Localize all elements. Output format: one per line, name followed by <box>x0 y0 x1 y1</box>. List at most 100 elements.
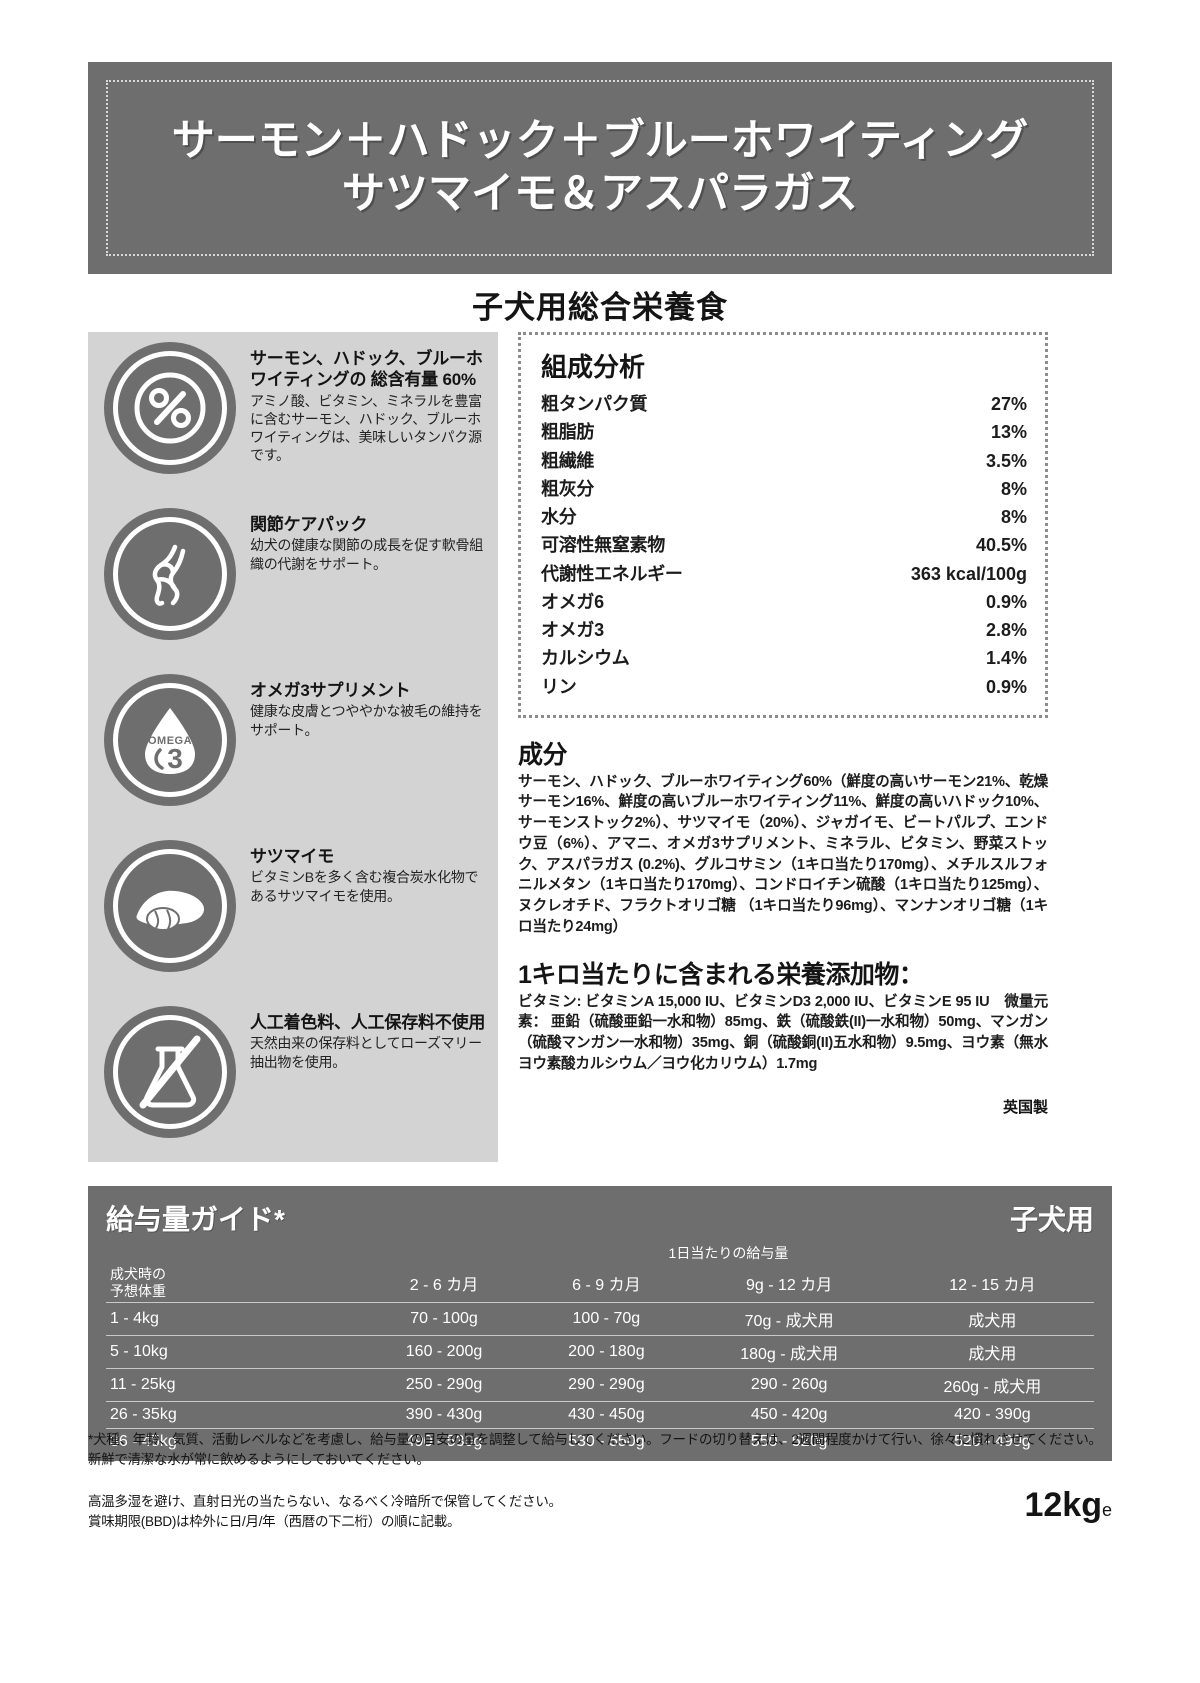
additives-body: ビタミン: ビタミンA 15,000 IU、ビタミンD3 2,000 IU、ビタ… <box>518 993 1048 1072</box>
weight-header-line-2: 予想体重 <box>110 1282 166 1299</box>
row-value: 70g - 成犬用 <box>687 1302 891 1336</box>
row-value: 成犬用 <box>890 1335 1094 1369</box>
analysis-label: 代謝性エネルギー <box>541 563 683 584</box>
analysis-row: オメガ3 2.8% <box>541 616 1027 644</box>
analysis-value: 2.8% <box>985 620 1027 640</box>
feature-item-protein: サーモン、ハドック、ブルーホワイティングの 総含有量 60% アミノ酸、ビタミン… <box>88 342 498 502</box>
feeding-footnote: *犬種、年齢、気質、活動レベルなどを考慮し、給与量の目安の量を調整して給与してく… <box>88 1432 1102 1467</box>
row-weight: 26 - 35kg <box>106 1401 363 1429</box>
ingredients-body: サーモン、ハドック、ブルーホワイティング60%（鮮度の高いサーモン21%、乾燥サ… <box>518 773 1048 935</box>
row-value: 180g - 成犬用 <box>687 1335 891 1369</box>
feature-desc: ビタミンBを多く含む複合炭水化物であるサツマイモを使用。 <box>250 869 479 904</box>
analysis-value: 0.9% <box>985 591 1027 612</box>
feeding-guide-panel: 給与量ガイド* 子犬用 1日当たりの給与量 成犬時の 予想体重 2 - 6 カ月… <box>88 1186 1112 1462</box>
analysis-row: 代謝性エネルギー 363 kcal/100g <box>541 560 1027 588</box>
analysis-value: 13% <box>990 422 1027 443</box>
row-value: 290 - 290g <box>525 1368 688 1402</box>
row-weight: 36 - 45kg <box>106 1428 363 1456</box>
analysis-label: カルシウム <box>541 648 630 669</box>
storage-note: 高温多湿を避け、直射日光の当たらない、なるべく冷暗所で保管してください。 賞味期… <box>88 1492 788 1533</box>
table-row: 11 - 25kg 250 - 290g 290 - 290g 290 - 26… <box>106 1368 1094 1402</box>
row-weight: 11 - 25kg <box>106 1368 363 1402</box>
analysis-row: 水分 8% <box>541 503 1027 531</box>
analysis-value: 3.5% <box>985 450 1027 471</box>
analysis-row: 粗タンパク質 27% <box>541 390 1027 418</box>
column-header-age: 9g - 12 カ月 <box>745 1276 833 1294</box>
sweet-potato-icon <box>104 840 236 972</box>
feature-desc: 健康な皮膚とつややかな被毛の維持をサポート。 <box>250 703 483 738</box>
ingredients-title: 成分 <box>518 740 568 769</box>
analysis-label: 可溶性無窒素物 <box>541 535 665 556</box>
feeding-guide-header: 給与量ガイド* 子犬用 <box>106 1198 1094 1238</box>
row-weight: 1 - 4kg <box>106 1302 363 1336</box>
row-value: 260g - 成犬用 <box>890 1368 1094 1402</box>
table-header-row: 成犬時の 予想体重 2 - 6 カ月 6 - 9 カ月 9g - 12 カ月 1… <box>106 1263 1094 1303</box>
analysis-row: 粗灰分 8% <box>541 475 1027 503</box>
table-row: 5 - 10kg 160 - 200g 200 - 180g 180g - 成犬… <box>106 1335 1094 1369</box>
row-value: 250 - 290g <box>362 1368 526 1402</box>
analysis-row: 粗脂肪 13% <box>541 418 1027 446</box>
feature-title: 人工着色料、人工保存料不使用 <box>250 1013 486 1032</box>
net-weight-suffix: e <box>1101 1500 1112 1520</box>
analysis-row: オメガ6 0.9% <box>541 588 1027 616</box>
daily-amount-label: 1日当たりの給与量 <box>668 1245 789 1261</box>
row-value: 70 - 100g <box>362 1302 526 1336</box>
row-value: 420 - 390g <box>890 1401 1094 1429</box>
analysis-value: 40.5% <box>975 535 1027 556</box>
row-value: 520 - 490g <box>890 1428 1094 1456</box>
feature-list: サーモン、ハドック、ブルーホワイティングの 総含有量 60% アミノ酸、ビタミン… <box>88 332 498 1162</box>
row-value: 100 - 70g <box>525 1302 688 1336</box>
additives-title: 1キロ当たりに含まれる栄養添加物： <box>518 960 924 989</box>
feeding-guide-table: 1日当たりの給与量 成犬時の 予想体重 2 - 6 カ月 6 - 9 カ月 9g… <box>106 1240 1094 1456</box>
analysis-label: オメガ6 <box>541 591 604 612</box>
storage-note-line-2: 賞味期限(BBD)は枠外に日/月/年（西暦の下二桁）の順に記載。 <box>88 1514 461 1530</box>
row-weight: 5 - 10kg <box>106 1335 363 1369</box>
row-value: 390 - 430g <box>362 1401 526 1429</box>
weight-header-line-1: 成犬時の <box>110 1266 166 1282</box>
analysis-label: リン <box>541 676 577 697</box>
row-value: 490 - 530g <box>362 1428 526 1456</box>
analysis-label: 粗脂肪 <box>541 422 595 443</box>
feature-item-no-additives: 人工着色料、人工保存料不使用 天然由来の保存料としてローズマリー 抽出物を使用。 <box>88 1006 498 1166</box>
percent-icon <box>104 342 236 474</box>
omega3-droplet-icon: OMEGA 3 <box>104 674 236 806</box>
feature-desc: アミノ酸、ビタミン、ミネラルを豊富に含むサーモン、ハドック、ブルーホワイティング… <box>250 392 482 464</box>
feature-title: 関節ケアパック <box>250 515 368 534</box>
product-subtitle: 子犬用総合栄養食 <box>472 290 728 325</box>
column-header-age: 6 - 9 カ月 <box>572 1276 641 1294</box>
row-value: 530 - 550g <box>525 1428 688 1456</box>
row-value: 290 - 260g <box>687 1368 891 1402</box>
svg-text:OMEGA: OMEGA <box>148 735 192 747</box>
product-title-banner: サーモン＋ハドック＋ブルーホワイティング サツマイモ＆アスパラガス <box>88 62 1112 274</box>
product-title-line-2: サツマイモ＆アスパラガス <box>342 170 858 218</box>
feature-desc: 天然由来の保存料としてローズマリー 抽出物を使用。 <box>250 1035 482 1070</box>
analysis-label: 水分 <box>541 507 577 527</box>
feature-item-sweet-potato: サツマイモ ビタミンBを多く含む複合炭水化物であるサツマイモを使用。 <box>88 840 498 1000</box>
analysis-row: 可溶性無窒素物 40.5% <box>541 531 1027 559</box>
feature-title: オメガ3サプリメント <box>250 681 411 700</box>
feeding-guide-title: 給与量ガイド* <box>106 1204 285 1235</box>
product-title-line-1: サーモン＋ハドック＋ブルーホワイティング <box>171 117 1029 166</box>
column-header-age: 2 - 6 カ月 <box>409 1276 479 1294</box>
daily-amount-label-row: 1日当たりの給与量 <box>106 1240 1094 1263</box>
row-value: 160 - 200g <box>362 1335 526 1369</box>
svg-text:3: 3 <box>167 743 183 774</box>
table-row: 1 - 4kg 70 - 100g 100 - 70g 70g - 成犬用 成犬… <box>106 1302 1094 1336</box>
feature-item-omega3: OMEGA 3 オメガ3サプリメント 健康な皮膚とつややかな被毛の維持をサポート… <box>88 674 498 834</box>
column-header-age: 12 - 15 カ月 <box>949 1276 1036 1294</box>
row-value: 550 - 520g <box>687 1428 891 1456</box>
column-header-weight: 成犬時の 予想体重 <box>106 1263 363 1303</box>
analysis-row: リン 0.9% <box>541 673 1027 701</box>
feature-desc: 幼犬の健康な関節の成長を促す軟骨組織の代謝をサポート。 <box>250 537 483 572</box>
analysis-label: 粗タンパク質 <box>541 394 648 414</box>
country-of-origin: 英国製 <box>1002 1099 1048 1117</box>
storage-note-line-1: 高温多湿を避け、直射日光の当たらない、なるべく冷暗所で保管してください。 <box>88 1494 562 1509</box>
feature-item-joint: 関節ケアパック 幼犬の健康な関節の成長を促す軟骨組織の代謝をサポート。 <box>88 508 498 668</box>
row-value: 成犬用 <box>890 1302 1094 1336</box>
feature-title: サツマイモ <box>250 847 334 866</box>
analysis-value: 0.9% <box>985 676 1027 697</box>
banner-dotted-frame: サーモン＋ハドック＋ブルーホワイティング サツマイモ＆アスパラガス <box>106 80 1094 256</box>
analysis-label: 粗繊維 <box>541 450 595 471</box>
net-weight: 12kge <box>1024 1486 1112 1525</box>
